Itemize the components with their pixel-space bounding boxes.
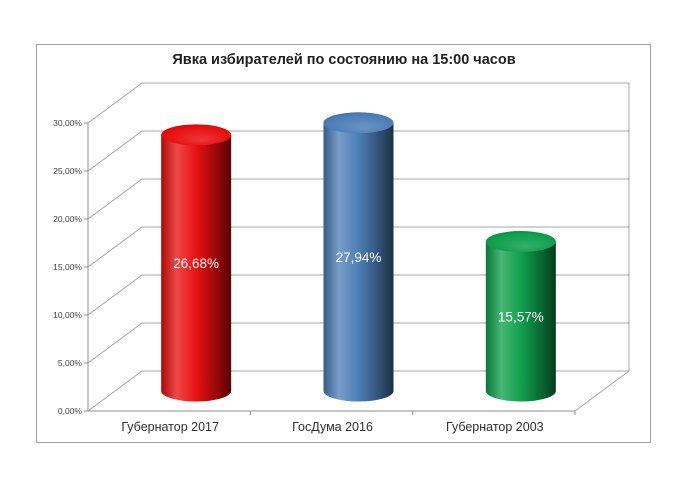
gridline bbox=[87, 322, 629, 364]
y-axis-label: 25,00% bbox=[53, 166, 82, 176]
gridline bbox=[87, 178, 629, 220]
y-axis-label: 10,00% bbox=[53, 310, 82, 320]
data-labels-group: 26,68% 27,94% 15,57% bbox=[173, 250, 543, 324]
bar-cylinder-body-2[interactable] bbox=[485, 241, 556, 402]
y-axis-label: 20,00% bbox=[53, 214, 82, 224]
bar-cylinder-body-0[interactable] bbox=[161, 134, 232, 402]
floor-right-edge bbox=[574, 370, 630, 412]
y-axis-label: 5,00% bbox=[58, 358, 83, 368]
bar-data-label: 27,94% bbox=[336, 250, 382, 265]
chart-title: Явка избирателей по состоянию на 15:00 ч… bbox=[172, 52, 515, 68]
walls-floor-group bbox=[574, 83, 630, 412]
gridline bbox=[87, 130, 629, 172]
bar-data-label: 26,68% bbox=[173, 256, 219, 271]
gridline bbox=[87, 274, 629, 316]
category-label: Губернатор 2017 bbox=[121, 420, 219, 434]
bar-cylinder-top-1[interactable] bbox=[323, 112, 394, 134]
y-axis-label: 0,00% bbox=[58, 406, 83, 416]
x-axis-labels-group: Губернатор 2017 ГосДума 2016 Губернатор 20… bbox=[121, 420, 543, 434]
gridlines-group bbox=[87, 82, 629, 412]
bar-cylinder-body-1[interactable] bbox=[323, 122, 394, 402]
bars-group[interactable] bbox=[161, 112, 556, 402]
bar-cylinder-top-2[interactable] bbox=[485, 231, 556, 253]
y-axis-label: 30,00% bbox=[53, 118, 82, 128]
y-axis-labels-group: 0,00% 5,00% 10,00% 15,00% 20,00% 25,00% 30,00% bbox=[53, 118, 82, 416]
y-axis-label: 15,00% bbox=[53, 262, 82, 272]
gridline bbox=[87, 82, 629, 124]
bar-cylinder-top-0[interactable] bbox=[161, 124, 232, 146]
axes-group bbox=[84, 122, 576, 415]
bar-data-label: 15,57% bbox=[498, 309, 544, 324]
category-label: ГосДума 2016 bbox=[292, 420, 373, 434]
gridline bbox=[87, 226, 629, 268]
category-label: Губернатор 2003 bbox=[446, 420, 544, 434]
gridline bbox=[87, 370, 629, 412]
